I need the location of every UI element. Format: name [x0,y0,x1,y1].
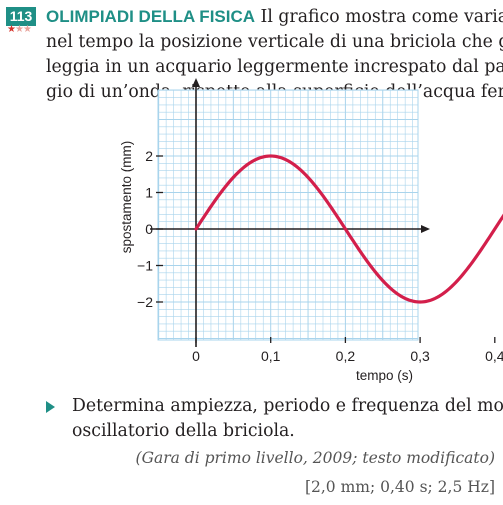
task-item: Determina ampiezza, periodo e frequenza … [46,394,503,444]
x-tick-label: 0,1 [261,348,281,364]
triangle-bullet-icon [46,401,55,413]
task-line-2: oscillatorio della briciola. [72,421,295,441]
x-tick-label: 0,3 [410,348,430,364]
star-icon: ★ [22,24,32,35]
x-tick-label: 0,2 [336,348,356,364]
x-tick-label: 0,4 [485,348,503,364]
star-icon: ★ [7,24,16,35]
chart-grid [157,89,419,341]
y-tick-label: −1 [137,258,153,274]
source-citation: (Gara di primo livello, 2009; testo modi… [135,449,495,467]
answer: [2,0 mm; 0,40 s; 2,5 Hz] [304,478,495,496]
difficulty-stars: ★★★ [7,24,32,35]
y-tick-label: −2 [137,294,153,310]
task-line-1: Determina ampiezza, periodo e frequenza … [72,396,503,416]
problem-line-1-text: Il grafico mostra come varia [255,7,503,27]
task-text: Determina ampiezza, periodo e frequenza … [72,394,503,444]
x-axis-label: tempo (s) [356,368,413,383]
star-icon: ★ [14,24,24,35]
chart-ticks: 210−1−200,10,20,30,40,5 [137,148,503,364]
grid-frame [157,89,419,341]
x-axis-arrow-icon [421,225,430,233]
y-axis-label: spostamento (mm) [119,141,134,254]
y-tick-label: 1 [145,185,153,201]
problem-line-3: leggia in un acquario leggermente incres… [46,57,503,77]
y-tick-label: 2 [145,148,153,164]
problem-line-1: OLIMPIADI DELLA FISICA Il grafico mostra… [46,4,503,30]
x-tick-label: 0 [192,348,200,364]
y-tick-label: 0 [145,221,153,237]
y-axis-arrow-icon [192,78,200,87]
problem-line-2: nel tempo la posizione verticale di una … [46,32,503,52]
displacement-curve [194,154,503,304]
problem-number-badge: 113 [6,7,36,26]
problem-heading: OLIMPIADI DELLA FISICA [46,7,256,26]
